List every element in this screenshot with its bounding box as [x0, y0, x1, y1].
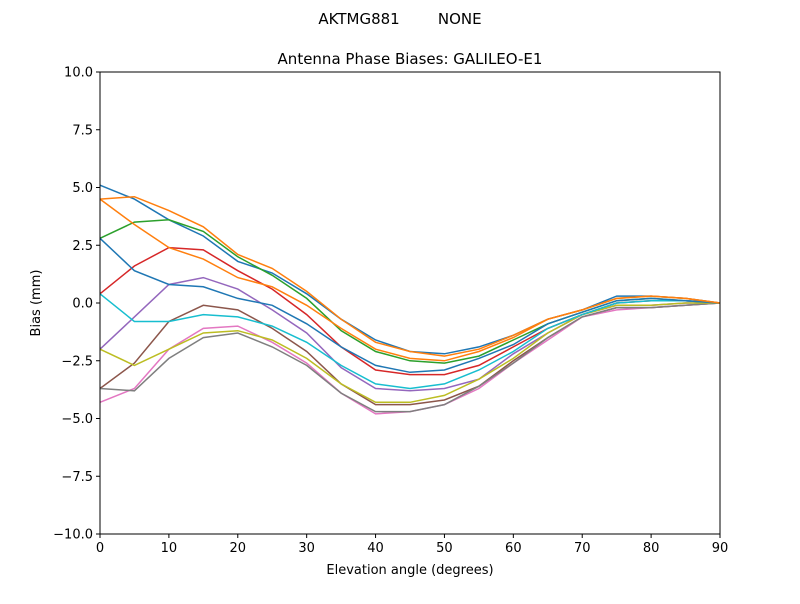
x-tick-label: 60: [505, 541, 522, 556]
series-line-5: [99, 302, 721, 406]
x-tick-label: 10: [161, 541, 178, 556]
y-axis-label: Bias (mm): [29, 270, 44, 337]
series-line-9: [99, 293, 721, 390]
series-line-3: [99, 246, 721, 376]
y-axis: −10.0 −7.5 −5.0 −2.5 0.0 2.5 5.0 7.5 10.0: [53, 66, 100, 543]
y-tick-label: −2.5: [61, 354, 93, 369]
x-tick-label: 0: [96, 541, 104, 556]
y-tick-label: 7.5: [72, 123, 93, 138]
chart-title: Antenna Phase Biases: GALILEO-E1: [278, 50, 543, 68]
series-line-11: [99, 198, 721, 362]
x-tick-label: 30: [298, 541, 315, 556]
chart-suptitle: AKTMG881 NONE: [318, 10, 481, 28]
y-tick-label: 5.0: [72, 181, 93, 196]
series-line-8: [99, 302, 720, 404]
y-tick-label: −7.5: [61, 470, 93, 485]
x-tick-label: 70: [574, 541, 591, 556]
y-tick-label: −5.0: [61, 412, 93, 427]
x-tick-label: 20: [230, 541, 247, 556]
y-tick-label: 2.5: [72, 239, 93, 254]
series-line-1: [99, 195, 721, 357]
series-line-7: [99, 302, 721, 413]
x-tick-label: 40: [367, 541, 384, 556]
x-tick-label: 50: [436, 541, 453, 556]
series-line-2: [99, 219, 721, 364]
series-line-10: [99, 237, 721, 374]
x-tick-label: 80: [643, 541, 660, 556]
series-lines: [99, 184, 721, 415]
y-tick-label: −10.0: [53, 528, 93, 543]
x-tick-label: 90: [712, 541, 729, 556]
x-axis-label: Elevation angle (degrees): [326, 563, 493, 578]
x-axis: 0 10 20 30 40 50 60 70 80 90: [96, 534, 728, 556]
series-line-0: [99, 184, 721, 355]
y-tick-label: 10.0: [64, 66, 93, 81]
y-tick-label: 0.0: [72, 297, 93, 312]
